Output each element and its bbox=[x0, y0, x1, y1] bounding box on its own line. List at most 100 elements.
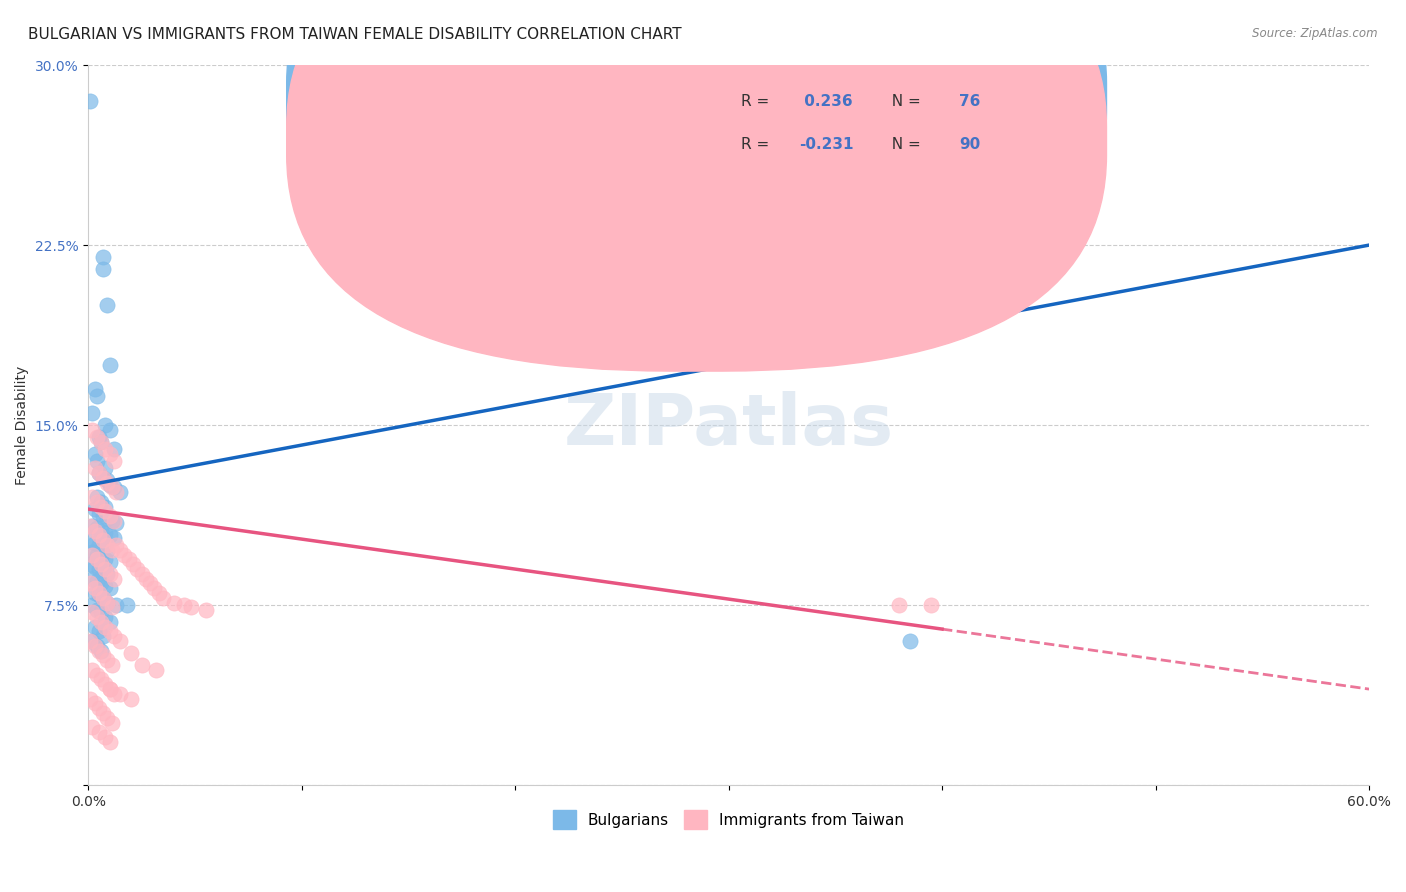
Point bbox=[108, 634, 131, 648]
Point bbox=[91, 591, 114, 605]
Point bbox=[87, 466, 110, 480]
Point bbox=[108, 542, 131, 557]
Point bbox=[82, 634, 104, 648]
Point bbox=[103, 514, 125, 528]
Point bbox=[83, 382, 105, 396]
Point bbox=[127, 562, 149, 576]
Point bbox=[82, 721, 104, 735]
Point bbox=[98, 555, 121, 569]
Point bbox=[131, 566, 153, 581]
Point bbox=[100, 600, 122, 615]
Point bbox=[139, 576, 162, 591]
Point bbox=[98, 566, 121, 581]
Point bbox=[103, 481, 125, 495]
Point bbox=[87, 466, 110, 480]
Point bbox=[120, 646, 142, 660]
Point bbox=[98, 735, 121, 749]
Text: N =: N = bbox=[883, 137, 927, 153]
Legend: Bulgarians, Immigrants from Taiwan: Bulgarians, Immigrants from Taiwan bbox=[547, 805, 911, 835]
Point bbox=[148, 586, 170, 600]
Point bbox=[79, 558, 101, 572]
Point bbox=[86, 639, 108, 653]
Point bbox=[120, 691, 142, 706]
Point bbox=[91, 541, 114, 555]
Text: N =: N = bbox=[883, 94, 927, 109]
Point bbox=[87, 528, 110, 542]
Point bbox=[96, 511, 118, 525]
Point bbox=[91, 262, 114, 277]
Point bbox=[86, 548, 108, 562]
Point bbox=[79, 576, 101, 591]
Point bbox=[86, 603, 108, 617]
Point bbox=[91, 250, 114, 264]
Point bbox=[90, 558, 112, 572]
Point bbox=[104, 538, 127, 552]
Point bbox=[79, 519, 101, 533]
Point bbox=[98, 509, 121, 524]
Text: 76: 76 bbox=[959, 94, 980, 109]
Point bbox=[94, 500, 117, 514]
Point bbox=[82, 605, 104, 619]
Point bbox=[86, 552, 108, 566]
Point bbox=[98, 682, 121, 697]
Point bbox=[94, 442, 117, 456]
Point bbox=[86, 574, 108, 588]
Point bbox=[83, 639, 105, 653]
Point bbox=[87, 430, 110, 444]
Point bbox=[94, 418, 117, 433]
Point bbox=[94, 461, 117, 475]
Point bbox=[87, 624, 110, 639]
Point bbox=[83, 559, 105, 574]
Point bbox=[100, 514, 122, 528]
Point bbox=[91, 565, 114, 579]
Text: -0.231: -0.231 bbox=[799, 137, 853, 153]
Point bbox=[98, 615, 121, 629]
Point bbox=[96, 538, 118, 552]
Point bbox=[86, 490, 108, 504]
Point bbox=[94, 504, 117, 518]
Point bbox=[83, 524, 105, 538]
Point bbox=[90, 434, 112, 449]
Point bbox=[87, 538, 110, 552]
Point bbox=[79, 94, 101, 108]
Point bbox=[103, 687, 125, 701]
Point bbox=[103, 454, 125, 468]
Point bbox=[82, 519, 104, 533]
Point bbox=[87, 562, 110, 576]
Point bbox=[90, 615, 112, 629]
Point bbox=[79, 691, 101, 706]
Point bbox=[98, 358, 121, 372]
Point bbox=[920, 598, 942, 612]
Point bbox=[889, 598, 911, 612]
Point bbox=[898, 634, 921, 648]
Point bbox=[94, 562, 117, 576]
Text: ZIPatlas: ZIPatlas bbox=[564, 391, 894, 459]
Point bbox=[87, 701, 110, 715]
Point bbox=[86, 610, 108, 624]
Point bbox=[96, 566, 118, 581]
Point bbox=[104, 516, 127, 531]
Point bbox=[86, 495, 108, 509]
Point bbox=[90, 500, 112, 514]
Point bbox=[86, 454, 108, 468]
Point bbox=[83, 447, 105, 461]
Point bbox=[82, 545, 104, 559]
Point bbox=[162, 596, 184, 610]
Point bbox=[100, 658, 122, 673]
Point bbox=[100, 542, 122, 557]
Point bbox=[94, 526, 117, 541]
FancyBboxPatch shape bbox=[287, 0, 1107, 371]
Point bbox=[87, 589, 110, 603]
Text: R =: R = bbox=[741, 137, 775, 153]
Point bbox=[91, 471, 114, 485]
Point bbox=[82, 406, 104, 420]
Point bbox=[135, 572, 157, 586]
Point bbox=[91, 509, 114, 524]
Point bbox=[82, 598, 104, 612]
Text: Source: ZipAtlas.com: Source: ZipAtlas.com bbox=[1253, 27, 1378, 40]
Point bbox=[96, 596, 118, 610]
Point bbox=[114, 548, 136, 562]
Point bbox=[103, 629, 125, 643]
Point bbox=[104, 598, 127, 612]
Point bbox=[96, 653, 118, 667]
